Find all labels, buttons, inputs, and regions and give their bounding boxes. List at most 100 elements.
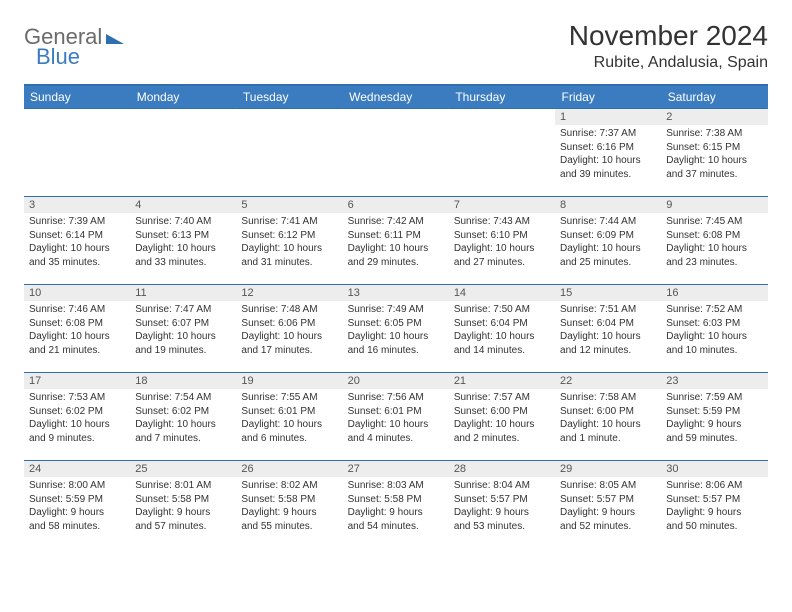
day-number: 5 <box>236 197 342 213</box>
day-cell: 6Sunrise: 7:42 AMSunset: 6:11 PMDaylight… <box>343 197 449 285</box>
day-cell: 1Sunrise: 7:37 AMSunset: 6:16 PMDaylight… <box>555 109 661 197</box>
day-cell: 15Sunrise: 7:51 AMSunset: 6:04 PMDayligh… <box>555 285 661 373</box>
day-number: 23 <box>661 373 767 389</box>
day-cell: 21Sunrise: 7:57 AMSunset: 6:00 PMDayligh… <box>449 373 555 461</box>
day-number: 10 <box>24 285 130 301</box>
week-row: 10Sunrise: 7:46 AMSunset: 6:08 PMDayligh… <box>24 285 768 373</box>
day-cell: 19Sunrise: 7:55 AMSunset: 6:01 PMDayligh… <box>236 373 342 461</box>
day-cell <box>343 109 449 197</box>
day-details: Sunrise: 7:50 AMSunset: 6:04 PMDaylight:… <box>449 301 555 361</box>
day-header: Thursday <box>449 85 555 109</box>
day-details: Sunrise: 7:40 AMSunset: 6:13 PMDaylight:… <box>130 213 236 273</box>
day-cell: 11Sunrise: 7:47 AMSunset: 6:07 PMDayligh… <box>130 285 236 373</box>
day-details: Sunrise: 7:56 AMSunset: 6:01 PMDaylight:… <box>343 389 449 449</box>
day-header: Monday <box>130 85 236 109</box>
day-details: Sunrise: 7:49 AMSunset: 6:05 PMDaylight:… <box>343 301 449 361</box>
day-cell: 29Sunrise: 8:05 AMSunset: 5:57 PMDayligh… <box>555 461 661 549</box>
day-cell: 8Sunrise: 7:44 AMSunset: 6:09 PMDaylight… <box>555 197 661 285</box>
day-number: 18 <box>130 373 236 389</box>
week-row: 17Sunrise: 7:53 AMSunset: 6:02 PMDayligh… <box>24 373 768 461</box>
day-details: Sunrise: 7:41 AMSunset: 6:12 PMDaylight:… <box>236 213 342 273</box>
day-number: 24 <box>24 461 130 477</box>
day-details: Sunrise: 8:00 AMSunset: 5:59 PMDaylight:… <box>24 477 130 537</box>
day-header: Sunday <box>24 85 130 109</box>
day-number: 7 <box>449 197 555 213</box>
week-row: 1Sunrise: 7:37 AMSunset: 6:16 PMDaylight… <box>24 109 768 197</box>
day-number: 8 <box>555 197 661 213</box>
day-number: 21 <box>449 373 555 389</box>
day-cell <box>24 109 130 197</box>
day-cell: 13Sunrise: 7:49 AMSunset: 6:05 PMDayligh… <box>343 285 449 373</box>
day-details: Sunrise: 7:58 AMSunset: 6:00 PMDaylight:… <box>555 389 661 449</box>
day-details: Sunrise: 8:05 AMSunset: 5:57 PMDaylight:… <box>555 477 661 537</box>
title-block: November 2024 Rubite, Andalusia, Spain <box>569 20 768 72</box>
day-number: 3 <box>24 197 130 213</box>
day-details: Sunrise: 8:04 AMSunset: 5:57 PMDaylight:… <box>449 477 555 537</box>
day-cell: 24Sunrise: 8:00 AMSunset: 5:59 PMDayligh… <box>24 461 130 549</box>
day-details: Sunrise: 7:47 AMSunset: 6:07 PMDaylight:… <box>130 301 236 361</box>
day-number: 14 <box>449 285 555 301</box>
day-number: 11 <box>130 285 236 301</box>
day-details: Sunrise: 7:55 AMSunset: 6:01 PMDaylight:… <box>236 389 342 449</box>
day-number: 13 <box>343 285 449 301</box>
week-row: 3Sunrise: 7:39 AMSunset: 6:14 PMDaylight… <box>24 197 768 285</box>
day-cell: 30Sunrise: 8:06 AMSunset: 5:57 PMDayligh… <box>661 461 767 549</box>
day-cell: 7Sunrise: 7:43 AMSunset: 6:10 PMDaylight… <box>449 197 555 285</box>
day-details: Sunrise: 7:39 AMSunset: 6:14 PMDaylight:… <box>24 213 130 273</box>
day-details: Sunrise: 7:53 AMSunset: 6:02 PMDaylight:… <box>24 389 130 449</box>
day-number: 2 <box>661 109 767 125</box>
day-number: 19 <box>236 373 342 389</box>
header: General November 2024 Rubite, Andalusia,… <box>24 20 768 72</box>
day-cell: 2Sunrise: 7:38 AMSunset: 6:15 PMDaylight… <box>661 109 767 197</box>
day-cell: 9Sunrise: 7:45 AMSunset: 6:08 PMDaylight… <box>661 197 767 285</box>
day-number: 22 <box>555 373 661 389</box>
day-cell: 28Sunrise: 8:04 AMSunset: 5:57 PMDayligh… <box>449 461 555 549</box>
day-cell: 27Sunrise: 8:03 AMSunset: 5:58 PMDayligh… <box>343 461 449 549</box>
day-cell: 3Sunrise: 7:39 AMSunset: 6:14 PMDaylight… <box>24 197 130 285</box>
day-number: 28 <box>449 461 555 477</box>
day-details: Sunrise: 7:42 AMSunset: 6:11 PMDaylight:… <box>343 213 449 273</box>
day-cell: 10Sunrise: 7:46 AMSunset: 6:08 PMDayligh… <box>24 285 130 373</box>
day-details: Sunrise: 7:43 AMSunset: 6:10 PMDaylight:… <box>449 213 555 273</box>
day-number: 17 <box>24 373 130 389</box>
day-header: Tuesday <box>236 85 342 109</box>
day-header: Wednesday <box>343 85 449 109</box>
day-cell: 23Sunrise: 7:59 AMSunset: 5:59 PMDayligh… <box>661 373 767 461</box>
day-header: Friday <box>555 85 661 109</box>
day-details: Sunrise: 7:52 AMSunset: 6:03 PMDaylight:… <box>661 301 767 361</box>
day-cell: 14Sunrise: 7:50 AMSunset: 6:04 PMDayligh… <box>449 285 555 373</box>
day-number: 16 <box>661 285 767 301</box>
day-number: 25 <box>130 461 236 477</box>
calendar-table: SundayMondayTuesdayWednesdayThursdayFrid… <box>24 84 768 549</box>
day-details: Sunrise: 7:48 AMSunset: 6:06 PMDaylight:… <box>236 301 342 361</box>
day-cell: 18Sunrise: 7:54 AMSunset: 6:02 PMDayligh… <box>130 373 236 461</box>
location-text: Rubite, Andalusia, Spain <box>569 54 768 72</box>
day-cell: 20Sunrise: 7:56 AMSunset: 6:01 PMDayligh… <box>343 373 449 461</box>
day-cell: 4Sunrise: 7:40 AMSunset: 6:13 PMDaylight… <box>130 197 236 285</box>
day-cell: 5Sunrise: 7:41 AMSunset: 6:12 PMDaylight… <box>236 197 342 285</box>
day-number: 1 <box>555 109 661 125</box>
day-details: Sunrise: 7:44 AMSunset: 6:09 PMDaylight:… <box>555 213 661 273</box>
day-number: 9 <box>661 197 767 213</box>
day-number: 6 <box>343 197 449 213</box>
day-cell <box>130 109 236 197</box>
day-cell: 16Sunrise: 7:52 AMSunset: 6:03 PMDayligh… <box>661 285 767 373</box>
brand-blue-wrap: Blue <box>36 44 80 70</box>
day-cell: 17Sunrise: 7:53 AMSunset: 6:02 PMDayligh… <box>24 373 130 461</box>
day-header: Saturday <box>661 85 767 109</box>
day-details: Sunrise: 8:01 AMSunset: 5:58 PMDaylight:… <box>130 477 236 537</box>
day-details: Sunrise: 7:37 AMSunset: 6:16 PMDaylight:… <box>555 125 661 185</box>
day-number: 15 <box>555 285 661 301</box>
day-header-row: SundayMondayTuesdayWednesdayThursdayFrid… <box>24 85 768 109</box>
day-details: Sunrise: 7:45 AMSunset: 6:08 PMDaylight:… <box>661 213 767 273</box>
day-details: Sunrise: 8:03 AMSunset: 5:58 PMDaylight:… <box>343 477 449 537</box>
day-cell: 25Sunrise: 8:01 AMSunset: 5:58 PMDayligh… <box>130 461 236 549</box>
day-number: 27 <box>343 461 449 477</box>
day-number: 29 <box>555 461 661 477</box>
day-cell <box>449 109 555 197</box>
day-details: Sunrise: 8:06 AMSunset: 5:57 PMDaylight:… <box>661 477 767 537</box>
day-details: Sunrise: 7:46 AMSunset: 6:08 PMDaylight:… <box>24 301 130 361</box>
brand-blue: Blue <box>36 44 80 69</box>
day-details: Sunrise: 7:38 AMSunset: 6:15 PMDaylight:… <box>661 125 767 185</box>
day-cell: 12Sunrise: 7:48 AMSunset: 6:06 PMDayligh… <box>236 285 342 373</box>
